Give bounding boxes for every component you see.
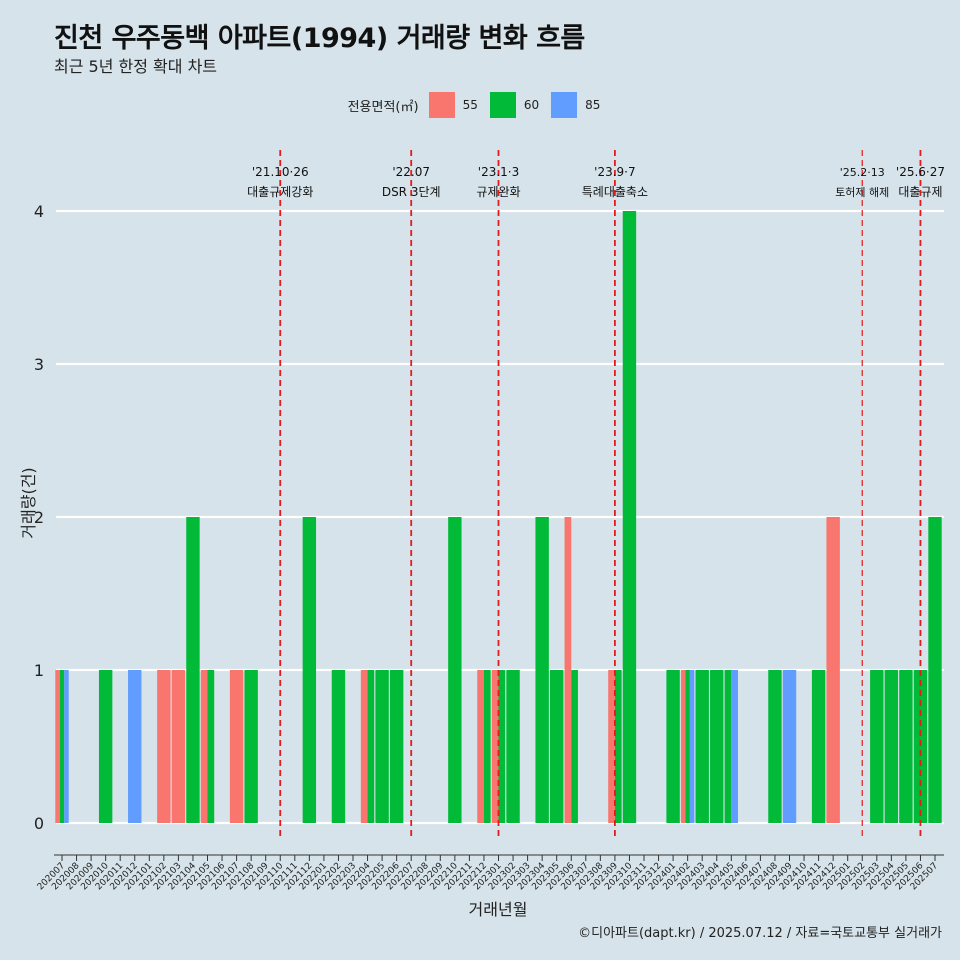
- bar-60-202505: [899, 670, 913, 823]
- bar-55-202301: [491, 670, 499, 823]
- event-date-202502: '25.2·13: [840, 166, 885, 179]
- y-tick-label: 2: [34, 508, 44, 527]
- bar-60-202302: [506, 670, 520, 823]
- y-tick-label: 4: [34, 202, 44, 221]
- bar-55-202007: [55, 670, 60, 823]
- bar-60-202401: [666, 670, 680, 823]
- bar-60-202305: [550, 670, 564, 823]
- y-tick-label: 1: [34, 661, 44, 680]
- bar-60-202504: [884, 670, 899, 823]
- bar-60-202408: [768, 670, 782, 823]
- source-caption: ©디아파트(dapt.kr) / 2025.07.12 / 자료=국토교통부 실…: [578, 926, 942, 941]
- event-label-202506: 대출규제: [898, 185, 942, 199]
- bar-60-202301: [498, 670, 506, 823]
- chart-subtitle: 최근 5년 한정 확대 차트: [54, 57, 218, 76]
- y-tick-label: 0: [34, 814, 44, 833]
- legend: 전용면적(㎡) 55 60 85: [0, 92, 960, 118]
- bar-60-202007: [59, 670, 65, 823]
- bar-85-202007: [64, 670, 69, 823]
- event-date-202309: '23.9·7: [594, 165, 635, 179]
- event-label-202207: DSR 3단계: [382, 185, 441, 199]
- event-date-202301: '23.1·3: [478, 165, 519, 179]
- event-date-202207: '22.07: [392, 165, 430, 179]
- event-label-202502: 토허제 해제: [835, 185, 889, 199]
- bar-60-202010: [98, 670, 113, 823]
- event-date-202110: '21.10·26: [252, 165, 309, 179]
- bar-60-202105: [207, 670, 215, 823]
- event-label-202301: 규제완화: [476, 185, 520, 199]
- bar-60-202202: [331, 670, 346, 823]
- bar-60-202204: [367, 670, 375, 823]
- bar-60-202210: [448, 517, 462, 823]
- bar-60-202402: [685, 670, 690, 823]
- legend-swatch-55: [428, 92, 455, 118]
- legend-item-85: 85: [551, 92, 604, 118]
- bar-55-202107: [229, 670, 244, 823]
- bar-85-202012: [128, 670, 142, 823]
- event-label-202110: 대출규제강화: [247, 185, 313, 199]
- legend-label-85: 85: [585, 98, 601, 112]
- legend-swatch-85: [551, 92, 578, 118]
- bar-55-202105: [200, 670, 208, 823]
- bar-55-202204: [360, 670, 368, 823]
- bar-60-202403: [695, 670, 709, 823]
- bar-55-202309: [608, 670, 615, 823]
- bar-55-202212: [477, 670, 484, 823]
- event-label-202309: 특례대출축소: [582, 185, 648, 199]
- bar-85-202409: [782, 670, 797, 823]
- legend-swatch-60: [489, 92, 516, 118]
- y-tick-label: 3: [34, 355, 44, 374]
- bar-60-202304: [535, 517, 549, 823]
- legend-item-55: 55: [428, 92, 482, 118]
- bar-60-202411: [811, 670, 826, 823]
- bar-60-202503: [870, 670, 884, 823]
- bar-60-202112: [302, 517, 317, 823]
- bar-60-202507: [928, 517, 942, 823]
- chart-title: 진천 우주동백 아파트(1994) 거래량 변화 흐름: [54, 23, 585, 54]
- bar-85-202405: [731, 670, 738, 823]
- legend-label-55: 55: [462, 98, 478, 112]
- event-date-202506: '25.6·27: [896, 165, 945, 179]
- bar-55-202306: [564, 517, 572, 823]
- bar-60-202205: [375, 670, 389, 823]
- legend-label-60: 60: [523, 98, 540, 112]
- bar-60-202104: [186, 517, 200, 823]
- bar-60-202506: [913, 670, 928, 823]
- bar-55-202102: [157, 670, 171, 823]
- bar-60-202206: [389, 670, 404, 823]
- bar-60-202404: [710, 670, 724, 823]
- bar-60-202310: [622, 211, 637, 823]
- legend-title: 전용면적(㎡): [347, 99, 419, 115]
- bar-55-202402: [680, 670, 686, 823]
- bar-60-202108: [244, 670, 258, 823]
- legend-item-60: 60: [489, 92, 543, 118]
- x-axis-title: 거래년월: [469, 900, 528, 919]
- bar-55-202412: [826, 517, 840, 823]
- bar-60-202405: [724, 670, 732, 823]
- bar-60-202309: [614, 670, 622, 823]
- y-axis-title: 거래량(건): [19, 467, 38, 538]
- bar-55-202103: [171, 670, 186, 823]
- bar-60-202212: [483, 670, 491, 823]
- bar-60-202306: [571, 670, 578, 823]
- bar-85-202402: [689, 670, 695, 823]
